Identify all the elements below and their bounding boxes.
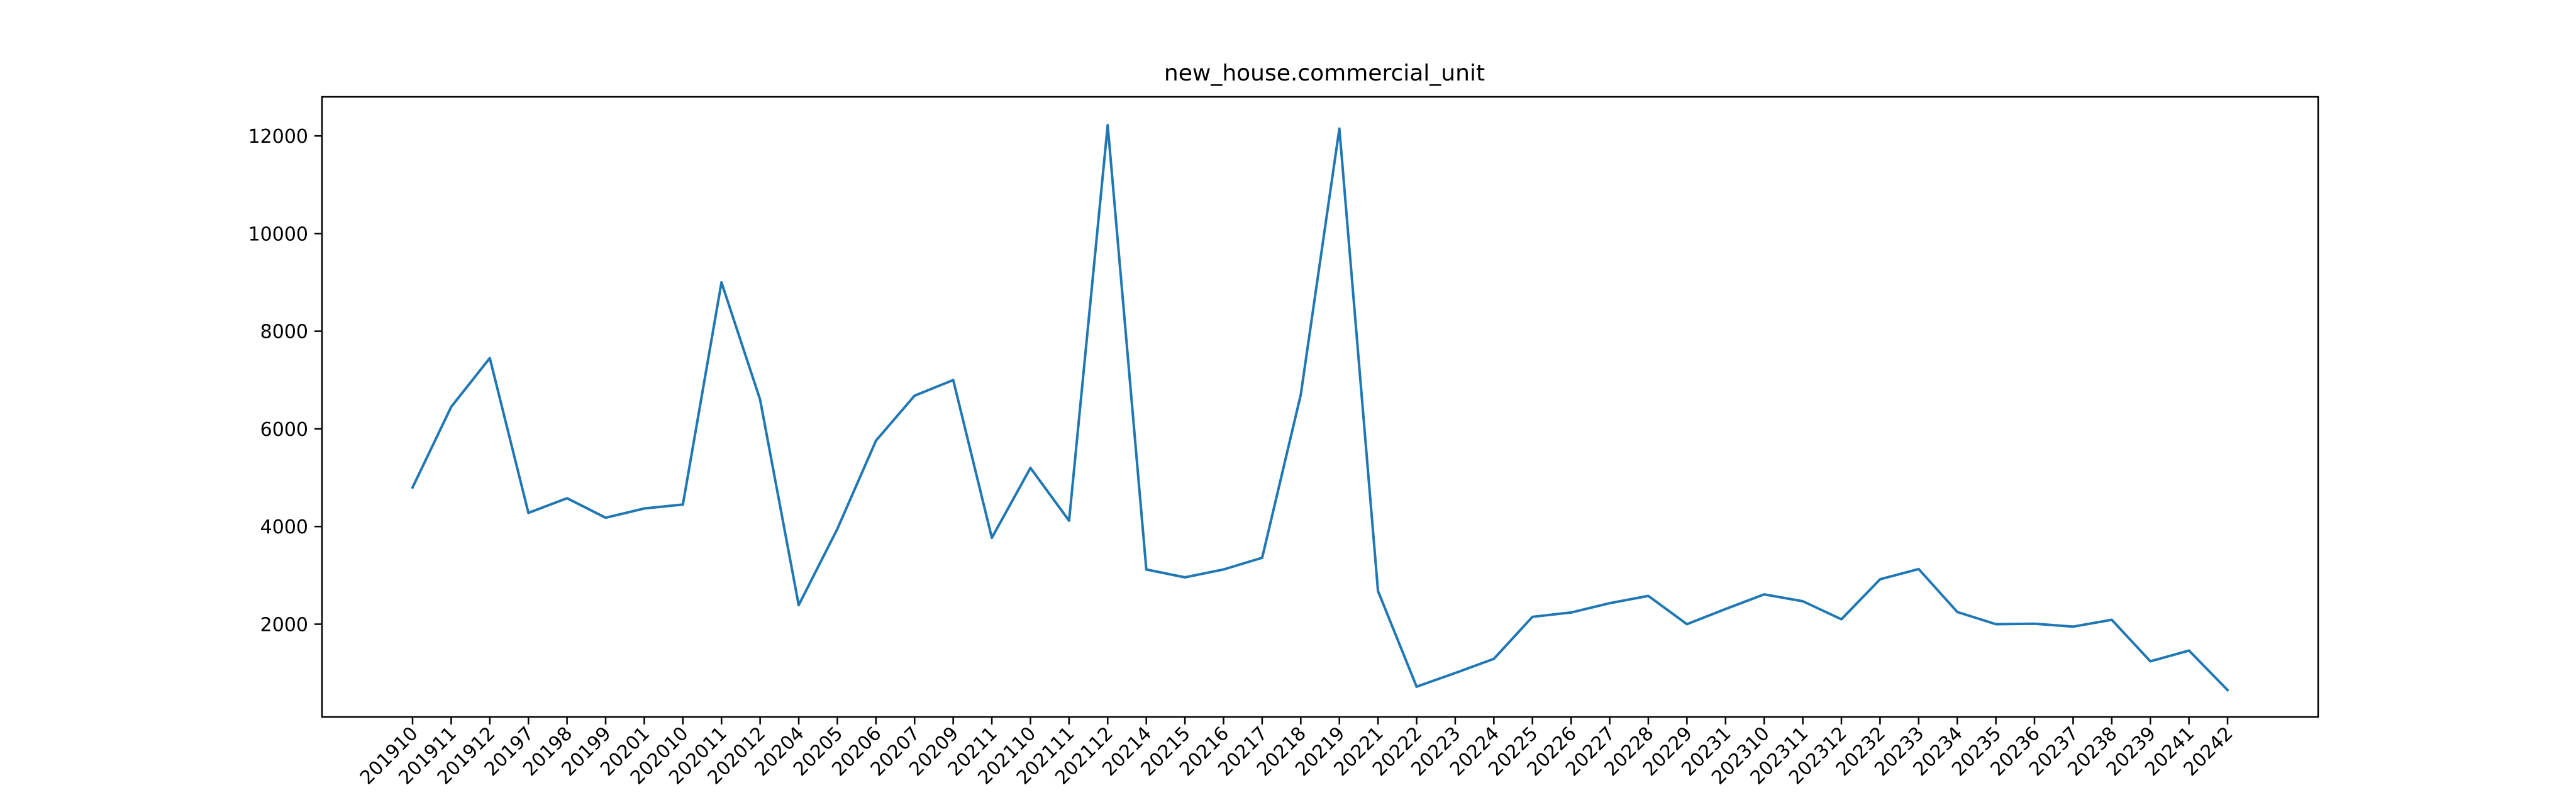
chart-title: new_house.commercial_unit [1164, 60, 1485, 86]
y-tick-label: 4000 [260, 516, 308, 538]
series-line [411, 124, 2229, 692]
y-tick-label: 6000 [260, 419, 308, 441]
y-tick-label: 8000 [260, 321, 308, 343]
y-tick-label: 10000 [248, 223, 308, 245]
axes-frame [321, 96, 2319, 718]
y-tick-label: 2000 [260, 614, 308, 636]
y-tick-label: 12000 [248, 126, 308, 148]
